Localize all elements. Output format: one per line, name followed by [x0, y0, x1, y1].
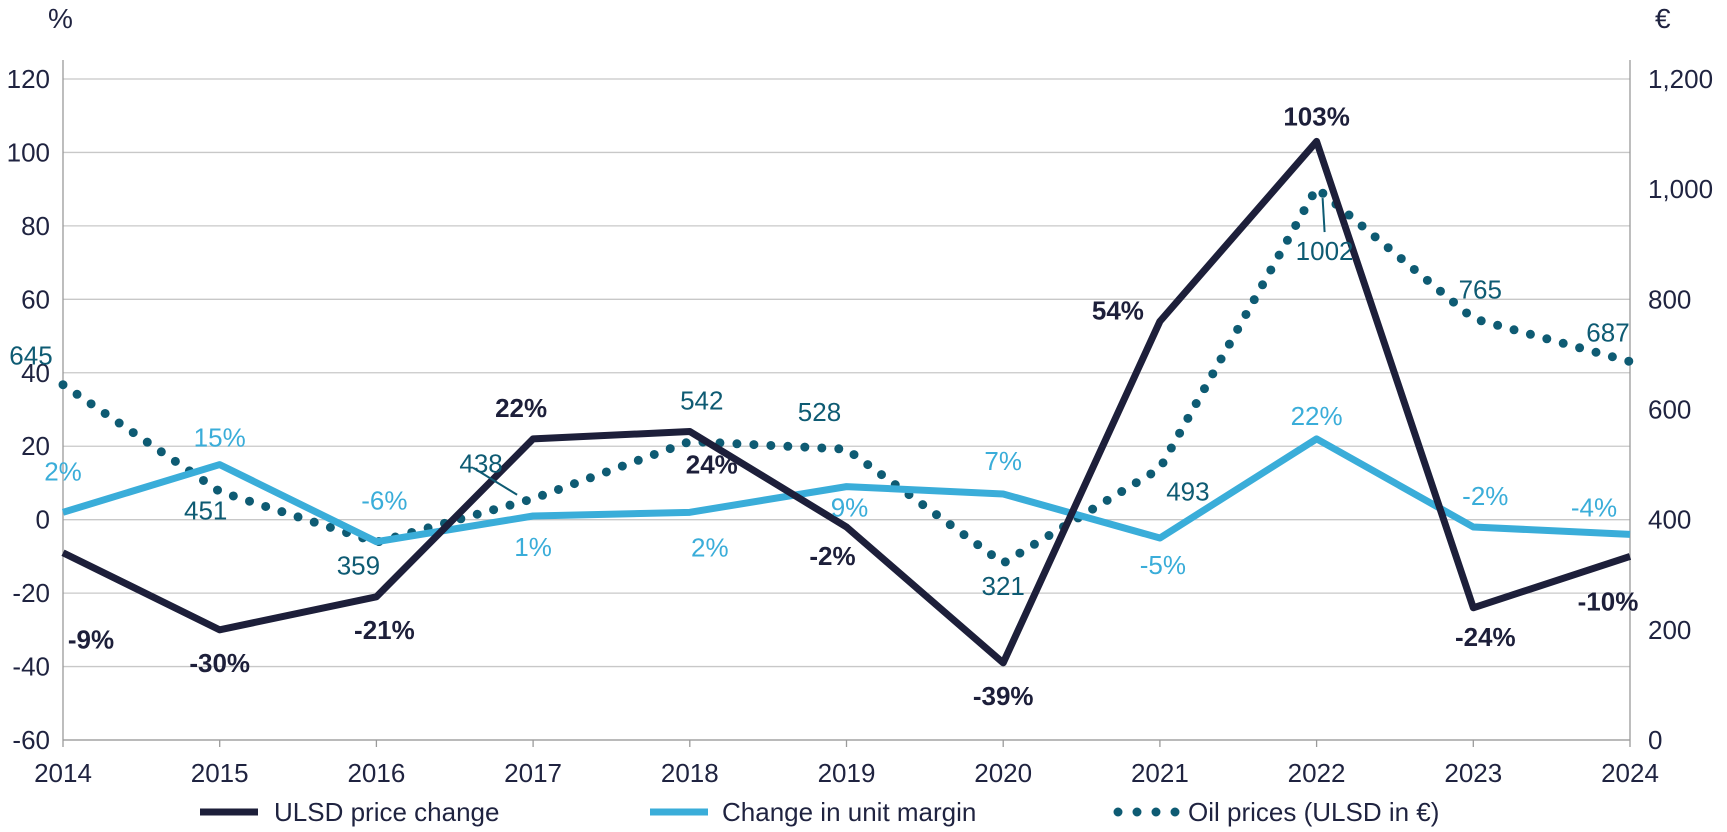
data-label-oil-prices: 321 [982, 571, 1025, 601]
legend-item-unit-margin: Change in unit margin [650, 797, 976, 827]
right-tick-label: 1,200 [1648, 64, 1713, 94]
right-tick-label: 0 [1648, 725, 1662, 755]
data-label-ulsd-price-change: -21% [354, 615, 415, 645]
legend: ULSD price change Change in unit margin Oi… [200, 797, 1439, 827]
data-label-ulsd-price-change: 22% [495, 393, 547, 423]
data-label-oil-prices: 493 [1166, 476, 1209, 506]
data-label-oil-prices: 528 [798, 397, 841, 427]
left-tick-label: 40 [21, 358, 50, 388]
leader-line [1321, 198, 1326, 233]
right-tick-label: 400 [1648, 505, 1691, 535]
series-line-ulsd-price-change [61, 137, 1632, 667]
x-tick-label: 2021 [1131, 758, 1189, 788]
data-label-ulsd-price-change: -24% [1455, 622, 1516, 652]
legend-label: Change in unit margin [722, 797, 976, 827]
x-tick-label: 2023 [1444, 758, 1502, 788]
right-tick-label: 600 [1648, 395, 1691, 425]
grid-lines [63, 78, 1630, 741]
data-label-unit-margin: 2% [691, 532, 729, 562]
right-axis-unit: € [1655, 3, 1671, 34]
series-line-unit-margin [61, 435, 1631, 546]
legend-label: ULSD price change [274, 797, 499, 827]
left-tick-label: 0 [36, 505, 50, 535]
x-tick-label: 2015 [191, 758, 249, 788]
data-label-oil-prices: 451 [184, 496, 227, 526]
data-label-unit-margin: 9% [831, 493, 869, 523]
x-tick-label: 2016 [347, 758, 405, 788]
data-label-unit-margin: 22% [1291, 401, 1343, 431]
x-tick-label: 2014 [34, 758, 92, 788]
x-tick-label: 2024 [1601, 758, 1659, 788]
data-label-unit-margin: 7% [984, 446, 1022, 476]
data-label-unit-margin: -2% [1462, 481, 1508, 511]
data-label-unit-margin: -4% [1571, 492, 1617, 522]
right-tick-label: 800 [1648, 284, 1691, 314]
data-label-ulsd-price-change: -2% [809, 541, 855, 571]
data-label-unit-margin: 2% [44, 456, 82, 486]
data-label-unit-margin: -5% [1140, 550, 1186, 580]
x-tick-label: 2020 [974, 758, 1032, 788]
x-tick-label: 2018 [661, 758, 719, 788]
data-label-ulsd-price-change: -30% [189, 648, 250, 678]
data-label-unit-margin: 15% [194, 423, 246, 453]
data-label-oil-prices: 542 [680, 385, 723, 415]
data-label-unit-margin: 1% [514, 532, 552, 562]
left-tick-label: 120 [7, 64, 50, 94]
data-label-unit-margin: -6% [361, 486, 407, 516]
axes: 120100806040200-20-40-601,2001,000800600… [7, 3, 1713, 788]
legend-label: Oil prices (ULSD in €) [1188, 797, 1439, 827]
left-tick-label: 80 [21, 211, 50, 241]
leader-line [472, 466, 518, 496]
right-tick-label: 200 [1648, 615, 1691, 645]
x-tick-label: 2017 [504, 758, 562, 788]
right-tick-label: 1,000 [1648, 174, 1713, 204]
data-label-ulsd-price-change: -10% [1578, 586, 1639, 616]
data-label-ulsd-price-change: -39% [973, 681, 1034, 711]
data-label-oil-prices: 438 [459, 449, 502, 479]
data-label-oil-prices: 359 [337, 550, 380, 580]
left-tick-label: -60 [12, 725, 50, 755]
left-tick-label: -20 [12, 578, 50, 608]
data-label-ulsd-price-change: -9% [68, 625, 114, 655]
legend-item-ulsd-price-change: ULSD price change [200, 797, 499, 827]
legend-item-oil-prices: Oil prices (ULSD in €) [1113, 797, 1439, 827]
x-tick-label: 2022 [1288, 758, 1346, 788]
data-label-oil-prices: 645 [9, 341, 52, 371]
data-label-oil-prices: 687 [1586, 318, 1629, 348]
data-label-ulsd-price-change: 24% [686, 450, 738, 480]
x-tick-label: 2019 [818, 758, 876, 788]
left-tick-label: 20 [21, 431, 50, 461]
left-tick-label: 60 [21, 284, 50, 314]
data-label-ulsd-price-change: 54% [1092, 295, 1144, 325]
series-lines [58, 137, 1635, 667]
data-label-oil-prices: 765 [1459, 275, 1502, 305]
left-tick-label: 100 [7, 137, 50, 167]
data-label-oil-prices: 1002 [1296, 236, 1354, 266]
data-labels: -9% -30% -21% 22% 24% -2% -39% 54% 103% -24% -10% 2… [9, 101, 1638, 710]
data-label-ulsd-price-change: 103% [1283, 101, 1350, 131]
left-tick-label: -40 [12, 652, 50, 682]
left-axis-unit: % [48, 3, 73, 34]
